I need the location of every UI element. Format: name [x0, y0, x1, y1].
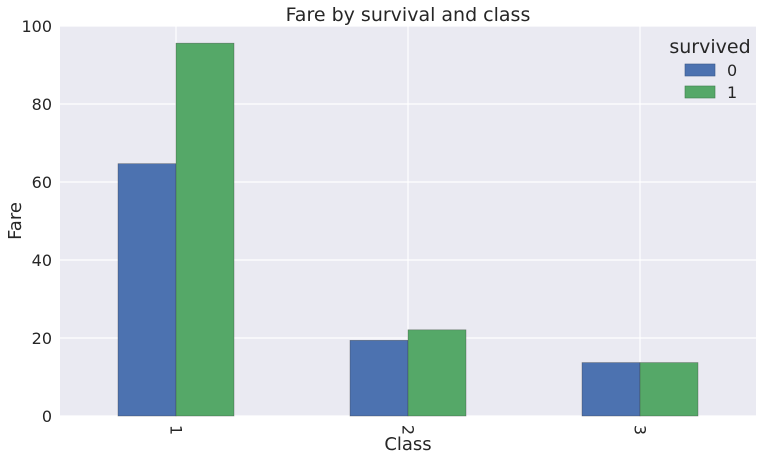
- legend-title: survived: [669, 36, 750, 58]
- y-tick-label: 100: [21, 17, 52, 36]
- y-tick-label: 60: [32, 173, 52, 192]
- y-tick-label: 80: [32, 95, 52, 114]
- bar-survived-0-class-1: [117, 163, 177, 417]
- bar-survived-1-class-2: [407, 329, 467, 417]
- y-tick-label: 20: [32, 329, 52, 348]
- x-tick-labels: 1 2 3: [167, 425, 650, 435]
- x-tick-label: 3: [631, 425, 650, 435]
- bar-survived-0-class-3: [581, 362, 641, 417]
- legend: survived 0 1: [669, 36, 750, 102]
- chart-title: Fare by survival and class: [286, 4, 531, 26]
- y-axis-title: Fare: [5, 202, 26, 240]
- y-tick-label: 40: [32, 251, 52, 270]
- x-tick-label: 2: [399, 425, 418, 435]
- bar-survived-1-class-1: [175, 42, 235, 417]
- legend-label-survived-0: 0: [727, 61, 737, 80]
- y-tick-label: 0: [42, 407, 52, 426]
- legend-label-survived-1: 1: [727, 83, 737, 102]
- bars: [117, 42, 699, 417]
- legend-swatch-survived-1: [684, 85, 716, 99]
- legend-swatch-survived-0: [684, 63, 716, 77]
- x-axis-title: Class: [384, 434, 431, 455]
- bar-survived-0-class-2: [349, 340, 409, 417]
- x-tick-label: 1: [167, 425, 186, 435]
- y-tick-labels: 0 20 40 60 80 100: [21, 17, 52, 426]
- bar-survived-1-class-3: [639, 362, 699, 417]
